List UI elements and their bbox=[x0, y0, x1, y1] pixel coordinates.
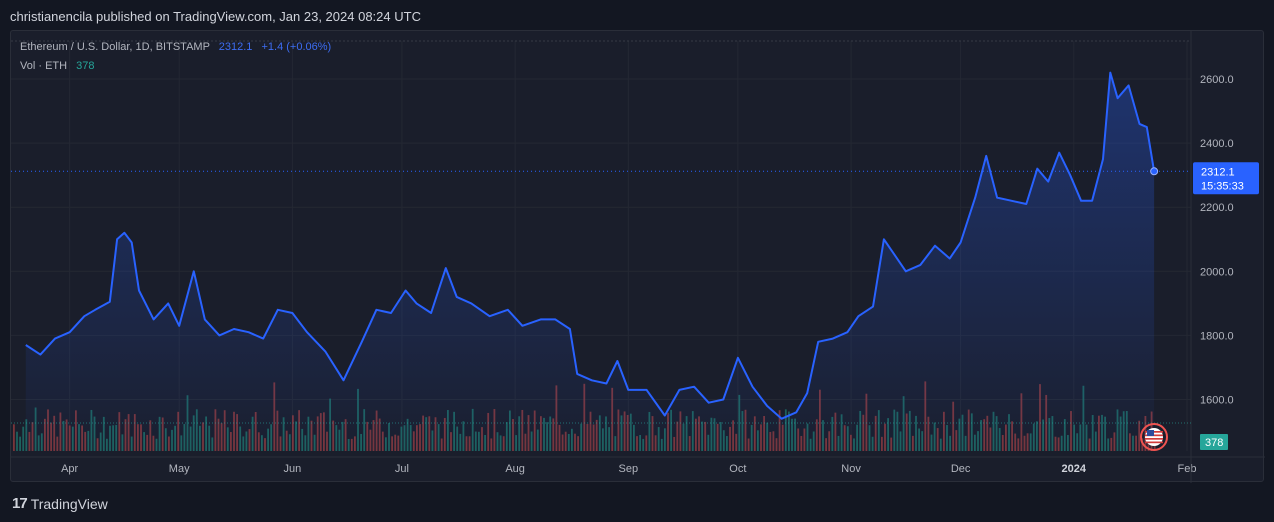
volume-legend: Vol · ETH 378 bbox=[20, 60, 95, 72]
price-line bbox=[25, 71, 1156, 420]
volume-bar bbox=[16, 431, 18, 451]
y-tick-label: 2400.0 bbox=[1200, 138, 1234, 150]
x-tick-label: Nov bbox=[841, 463, 861, 475]
y-tick-label: 2200.0 bbox=[1200, 202, 1234, 214]
y-tick-label: 2600.0 bbox=[1200, 74, 1234, 86]
x-tick-label: Jun bbox=[284, 463, 302, 475]
volume-bar bbox=[22, 426, 25, 451]
x-tick-label: Feb bbox=[1178, 463, 1197, 475]
brand-name: TradingView bbox=[30, 495, 108, 512]
legend-price: 2312.1 bbox=[218, 41, 253, 53]
x-tick-label: May bbox=[169, 463, 190, 475]
x-tick-label: Apr bbox=[61, 463, 78, 475]
y-tick-label: 1800.0 bbox=[1200, 330, 1234, 342]
x-tick-label: Jul bbox=[395, 463, 409, 475]
x-tick-label: Dec bbox=[951, 463, 971, 475]
y-tick-label: 1600.0 bbox=[1200, 395, 1234, 407]
last-price-dot bbox=[1150, 167, 1159, 176]
tradingview-logo-icon: 17 bbox=[12, 495, 28, 512]
brand-footer[interactable]: 17 TradingView bbox=[12, 495, 108, 512]
legend-change: +1.4 (+0.06%) bbox=[261, 41, 332, 53]
symbol-legend: Ethereum / U.S. Dollar, 1D, BITSTAMP 231… bbox=[20, 41, 331, 53]
symbol-name: Ethereum / U.S. Dollar, 1D, BITSTAMP bbox=[20, 41, 210, 53]
x-tick-label: 2024 bbox=[1062, 463, 1087, 475]
volume-tag-value: 378 bbox=[1205, 437, 1223, 449]
volume-label: Vol · ETH bbox=[20, 60, 68, 72]
price-area bbox=[25, 72, 1155, 451]
volume-value: 378 bbox=[76, 60, 95, 72]
price-tag-countdown: 15:35:33 bbox=[1201, 180, 1244, 192]
volume-bar bbox=[19, 436, 21, 451]
volume-bar bbox=[13, 424, 15, 451]
x-tick-label: Oct bbox=[729, 463, 746, 475]
price-tag-value: 2312.1 bbox=[1201, 166, 1235, 178]
x-tick-label: Sep bbox=[619, 463, 639, 475]
y-tick-label: 2000.0 bbox=[1200, 266, 1234, 278]
chart-panel[interactable]: 1600.0 1800.0 2000.0 2200.0 2400.0 2600.0 Apr M… bbox=[10, 30, 1265, 483]
us-flag-event-icon bbox=[1140, 423, 1168, 451]
publish-header: christianencila published on TradingView… bbox=[10, 9, 421, 24]
volume-tag-bg bbox=[1200, 434, 1228, 450]
price-tag-bg bbox=[1193, 162, 1259, 195]
x-tick-label: Aug bbox=[505, 463, 525, 475]
price-chart[interactable]: 1600.0 1800.0 2000.0 2200.0 2400.0 2600.0 Apr M… bbox=[11, 31, 1265, 483]
